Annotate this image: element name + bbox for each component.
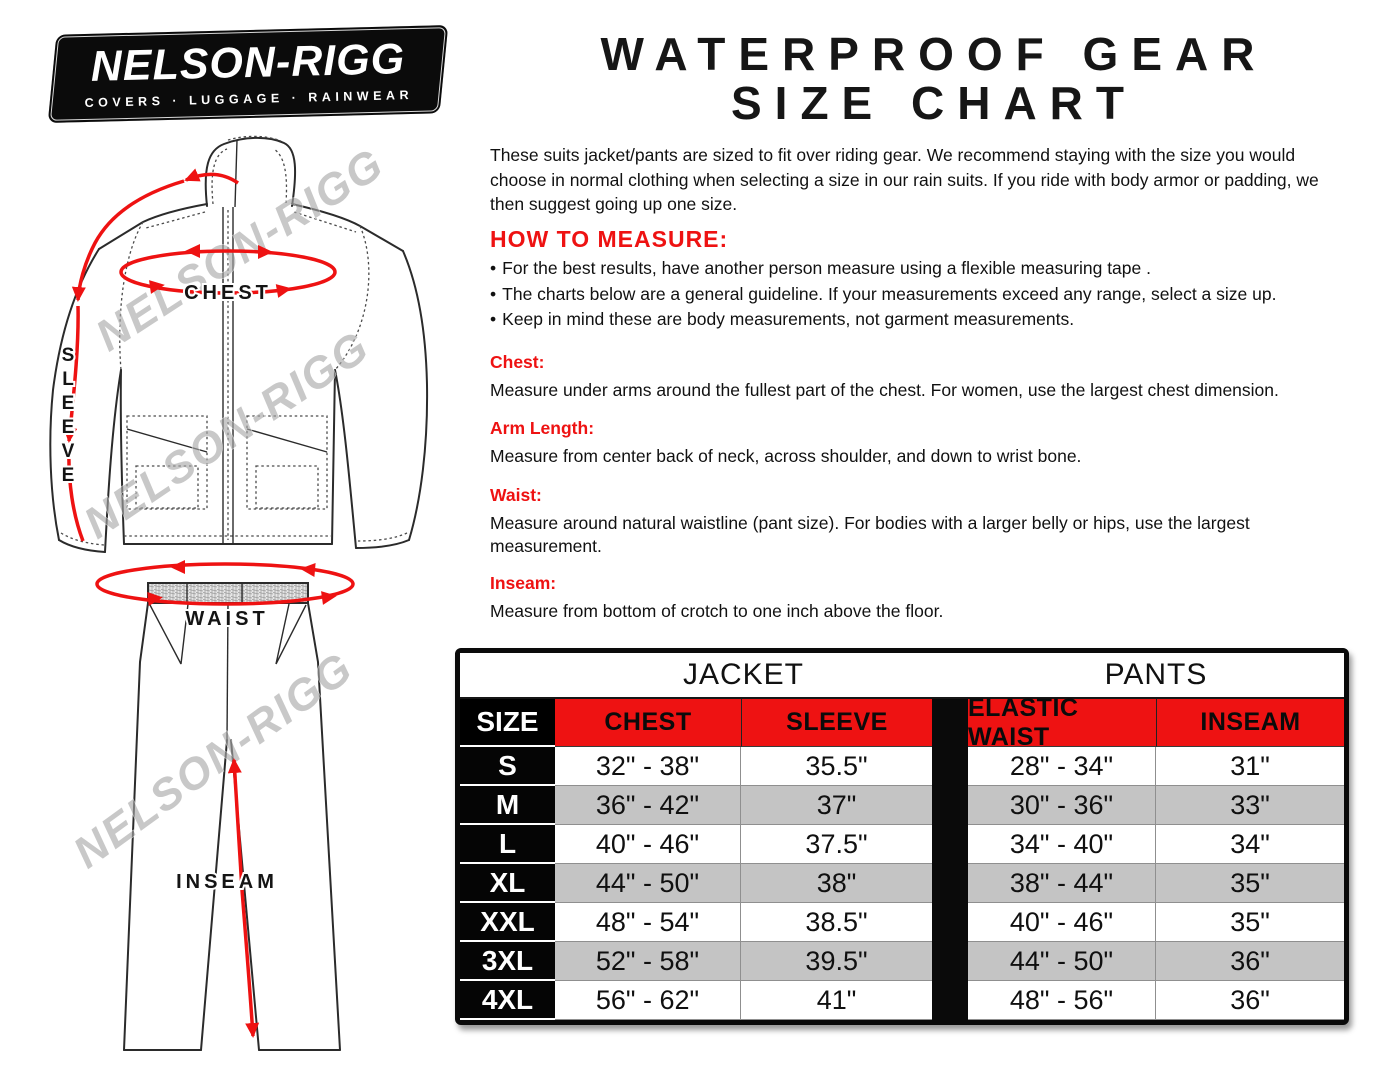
elastic-waist-cell: 48" - 56" (968, 981, 1156, 1020)
section-inseam: Inseam: Measure from bottom of crotch to… (490, 572, 1356, 623)
table-separator (932, 825, 968, 864)
group-header-gap (932, 653, 968, 699)
bullet-item: • The charts below are a general guidelin… (490, 282, 1356, 308)
waist-measure-arrows (95, 560, 355, 606)
bullet-dot: • (490, 258, 497, 278)
bullet-dot: • (490, 283, 497, 304)
watermark-pants: NELSON-RIGG (65, 643, 363, 878)
elastic-waist-cell: 40" - 46" (968, 903, 1156, 942)
inseam-cell: 36" (1156, 981, 1344, 1020)
section-arm-length: Arm Length: Measure from center back of … (490, 417, 1356, 468)
logo-brand-text: NELSON-RIGG (89, 35, 406, 91)
elastic-waist-cell: 38" - 44" (968, 864, 1156, 903)
waist-label: WAIST (185, 608, 268, 630)
section-chest: Chest: Measure under arms around the ful… (490, 351, 1356, 402)
intro-paragraph: These suits jacket/pants are sized to fi… (490, 145, 1319, 214)
table-separator (932, 747, 968, 786)
inseam-cell: 35" (1156, 903, 1344, 942)
table-separator (932, 981, 968, 1020)
bullet-item: • Keep in mind these are body measurement… (490, 307, 1356, 333)
chest-label: CHEST (184, 282, 272, 304)
inseam-label: INSEAM (176, 871, 278, 893)
elastic-waistband (147, 582, 309, 604)
size-chart-table: JACKET PANTS SIZE CHEST SLEEVE ELASTIC W… (455, 648, 1349, 1025)
pants-drawing (123, 582, 341, 1051)
size-cell: S (460, 747, 555, 786)
size-cell: 4XL (460, 981, 555, 1020)
elastic-waist-cell: 34" - 40" (968, 825, 1156, 864)
column-header-inseam: INSEAM (1156, 699, 1344, 747)
inseam-cell: 34" (1156, 825, 1344, 864)
section-chest-heading: Chest: (490, 352, 545, 372)
page-title-line1: WATERPROOF GEAR (600, 28, 1268, 80)
bullet-dot: • (490, 309, 497, 329)
sleeve-measure-arrow (63, 168, 239, 542)
table-separator (932, 699, 968, 747)
chest-cell: 52" - 58" (555, 942, 741, 981)
how-to-measure-bullets: • For the best results, have another pers… (490, 256, 1356, 333)
bullet-text: Keep in mind these are body measurements… (502, 309, 1075, 329)
table-separator (932, 903, 968, 942)
section-inseam-heading: Inseam: (490, 573, 557, 593)
inseam-measure-arrow (227, 758, 260, 1038)
elastic-waist-cell: 44" - 50" (968, 942, 1156, 981)
column-header-elastic-waist: ELASTIC WAIST (968, 694, 1156, 751)
bullet-item: • For the best results, have another pers… (490, 256, 1356, 282)
sleeve-cell: 38.5" (741, 903, 932, 942)
size-cell: XXL (460, 903, 555, 942)
chest-cell: 36" - 42" (555, 786, 741, 825)
sleeve-cell: 41" (741, 981, 932, 1020)
sleeve-cell: 35.5" (741, 747, 932, 786)
chest-cell: 48" - 54" (555, 903, 741, 942)
section-arm-length-body: Measure from center back of neck, across… (490, 446, 1082, 466)
table-separator (932, 864, 968, 903)
table-separator (932, 942, 968, 981)
section-waist-body: Measure around natural waistline (pant s… (490, 513, 1250, 556)
nelson-rigg-logo: NELSON-RIGG COVERS · LUGGAGE · RAINWEAR (47, 25, 449, 123)
group-header-pants: PANTS (968, 653, 1344, 699)
sleeve-cell: 38" (741, 864, 932, 903)
inseam-cell: 33" (1156, 786, 1344, 825)
chest-measure-arrows (119, 244, 337, 298)
bullet-text: For the best results, have another perso… (502, 258, 1151, 278)
section-waist: Waist: Measure around natural waistline … (490, 484, 1356, 558)
inseam-cell: 31" (1156, 747, 1344, 786)
column-header-size: SIZE (460, 699, 555, 747)
sleeve-cell: 37.5" (741, 825, 932, 864)
chest-cell: 44" - 50" (555, 864, 741, 903)
size-cell: XL (460, 864, 555, 903)
column-header-sleeve: SLEEVE (741, 699, 932, 747)
sleeve-cell: 37" (741, 786, 932, 825)
sleeve-label: SLEEVE (58, 345, 79, 489)
group-header-spacer (460, 653, 555, 699)
section-inseam-body: Measure from bottom of crotch to one inc… (490, 601, 944, 621)
section-waist-heading: Waist: (490, 485, 542, 505)
chest-cell: 32" - 38" (555, 747, 741, 786)
jacket-drawing (49, 135, 429, 553)
chest-cell: 56" - 62" (555, 981, 741, 1020)
section-arm-length-heading: Arm Length: (490, 418, 595, 438)
inseam-cell: 36" (1156, 942, 1344, 981)
page-title: WATERPROOF GEAR SIZE CHART (488, 30, 1380, 128)
column-header-chest: CHEST (555, 699, 741, 747)
chest-cell: 40" - 46" (555, 825, 741, 864)
measurement-diagram: NELSON-RIGG NELSON-RIGG NELSON-RIGG CHES… (49, 135, 429, 1051)
logo-tagline: COVERS · LUGGAGE · RAINWEAR (84, 87, 413, 111)
bullet-text: The charts below are a general guideline… (502, 283, 1277, 304)
table-separator (932, 786, 968, 825)
size-cell: 3XL (460, 942, 555, 981)
sleeve-cell: 39.5" (741, 942, 932, 981)
page-title-line2: SIZE CHART (731, 77, 1137, 129)
inseam-cell: 35" (1156, 864, 1344, 903)
elastic-waist-cell: 30" - 36" (968, 786, 1156, 825)
elastic-waist-cell: 28" - 34" (968, 747, 1156, 786)
size-cell: M (460, 786, 555, 825)
how-to-measure-heading: HOW TO MEASURE: (490, 226, 729, 252)
size-cell: L (460, 825, 555, 864)
section-chest-body: Measure under arms around the fullest pa… (490, 380, 1279, 400)
group-header-jacket: JACKET (555, 653, 932, 699)
